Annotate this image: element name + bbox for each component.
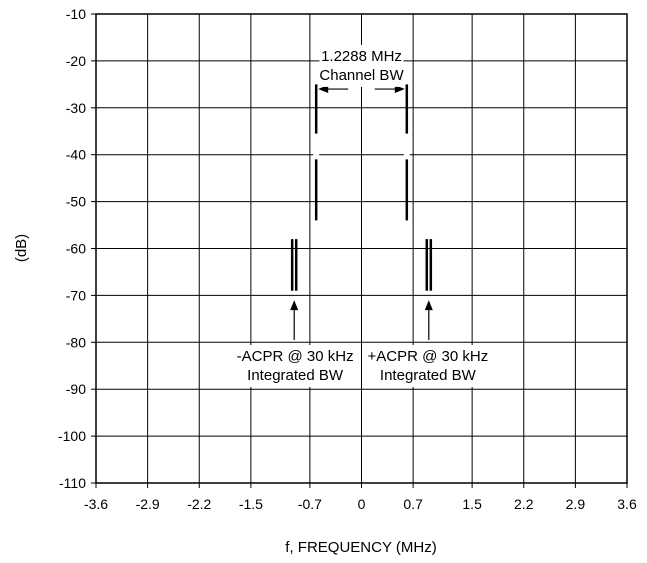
x-tick-label: -1.5: [239, 496, 263, 512]
annotation-arrows: [290, 85, 433, 340]
x-tick-label: 3.6: [617, 496, 637, 512]
y-tick-label: -110: [59, 475, 86, 491]
annotation-text: Integrated BW: [247, 367, 344, 384]
x-tick-label: 1.5: [462, 496, 482, 512]
annotation-bg: [319, 44, 404, 87]
arrow-head: [290, 300, 299, 311]
arrow-head: [424, 300, 433, 311]
x-tick-label: -3.6: [84, 496, 108, 512]
y-tick-label: -40: [66, 147, 86, 163]
arrow-head: [394, 85, 405, 94]
annotation-bg: [237, 345, 353, 388]
x-tick-label: 2.2: [514, 496, 534, 512]
y-tick-label: -10: [66, 6, 86, 22]
x-tick-label: -2.2: [187, 496, 211, 512]
spectrum-lines: [290, 84, 433, 291]
x-tick-label: 0.7: [403, 496, 423, 512]
y-tick-label: -70: [66, 287, 86, 303]
y-tick-label: -90: [66, 381, 86, 397]
x-tick-label: -0.7: [298, 496, 322, 512]
y-tick-label: -20: [66, 53, 86, 69]
y-tick-label: -100: [58, 428, 86, 444]
y-tick-label: -50: [66, 194, 86, 210]
line-gap: [313, 133, 320, 160]
x-tick-label: -2.9: [136, 496, 160, 512]
y-axis-label: (dB): [13, 234, 30, 262]
y-tick-label: -80: [66, 334, 86, 350]
grid-lines: [96, 14, 627, 483]
annotation-text: +ACPR @ 30 kHz: [368, 348, 489, 365]
x-axis-ticks: -3.6 -2.9 -2.2 -1.5 -0.7 0 0.7 1.5 2.2 2.9 3.6: [84, 483, 637, 512]
annotation-text: Channel BW: [319, 67, 404, 84]
x-axis-label: f, FREQUENCY (MHz): [285, 539, 436, 556]
y-tick-label: -60: [66, 241, 86, 257]
annotation-bg: [370, 345, 486, 388]
y-tick-label: -30: [66, 100, 86, 116]
annotations: 1.2288 MHz Channel BW -ACPR @ 30 kHz Integr…: [237, 44, 489, 388]
arrow-head: [318, 85, 329, 94]
y-axis-ticks: -10 -20 -30 -40 -50 -60 -70 -80 -90 -100 -110: [58, 6, 96, 491]
annotation-text: Integrated BW: [380, 367, 477, 384]
x-tick-label: 2.9: [566, 496, 586, 512]
x-tick-label: 0: [358, 496, 366, 512]
annotation-text: 1.2288 MHz: [321, 48, 402, 65]
annotation-text: -ACPR @ 30 kHz: [237, 348, 354, 365]
line-gap: [403, 133, 410, 160]
